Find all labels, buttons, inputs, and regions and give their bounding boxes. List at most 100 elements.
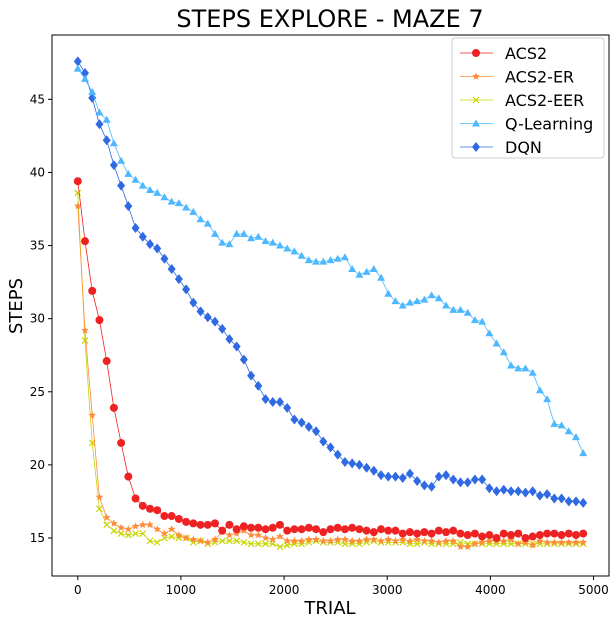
data-point-acs2-er: [305, 535, 313, 543]
data-point-acs2-er: [543, 538, 551, 546]
data-point-acs2-eer: [298, 540, 306, 548]
data-point-acs2-eer: [399, 538, 407, 546]
data-point-q-learning: [109, 139, 118, 147]
data-point-acs2: [131, 494, 140, 503]
data-point-q-learning: [420, 295, 429, 303]
data-point-acs2: [463, 531, 472, 540]
data-point-q-learning: [333, 254, 342, 262]
data-point-acs2-er: [420, 536, 429, 545]
data-point-acs2: [427, 529, 436, 538]
data-point-acs2: [391, 526, 400, 535]
data-point-acs2-er: [341, 535, 349, 543]
data-point-q-learning: [95, 108, 104, 116]
legend-label-dqn: DQN: [505, 138, 542, 157]
data-point-acs2-er: [153, 525, 161, 533]
data-point-dqn: [405, 468, 414, 479]
data-point-q-learning: [550, 419, 559, 427]
data-point-dqn: [117, 180, 126, 191]
data-point-acs2-eer: [276, 543, 284, 551]
data-point-q-learning: [579, 449, 588, 457]
data-point-acs2: [384, 526, 393, 535]
data-point-q-learning: [369, 264, 378, 272]
data-point-acs2-er: [398, 535, 407, 543]
x-tick-label: 3000: [372, 583, 403, 597]
data-point-acs2: [326, 525, 335, 534]
data-point-q-learning: [405, 298, 414, 306]
data-point-acs2: [247, 523, 256, 532]
x-tick-label: 5000: [578, 583, 609, 597]
data-point-dqn: [434, 471, 443, 482]
data-point-q-learning: [543, 395, 552, 403]
data-point-acs2: [535, 531, 544, 540]
data-point-acs2: [225, 520, 234, 529]
data-point-q-learning: [254, 232, 263, 240]
data-point-acs2-eer: [363, 538, 371, 546]
data-point-acs2-er: [124, 525, 133, 533]
data-point-acs2-eer: [168, 533, 176, 540]
data-point-acs2-eer: [262, 540, 269, 548]
data-point-acs2: [145, 504, 154, 513]
data-point-dqn: [88, 92, 97, 103]
data-point-acs2: [109, 403, 118, 412]
data-point-acs2: [369, 528, 378, 537]
data-point-dqn: [290, 414, 299, 425]
data-point-acs2-er: [565, 538, 573, 546]
data-point-acs2-eer: [96, 505, 103, 513]
data-point-dqn: [557, 493, 566, 504]
y-tick-label: 45: [30, 92, 45, 106]
data-point-dqn: [340, 456, 349, 467]
data-point-q-learning: [268, 238, 277, 246]
data-point-dqn: [377, 470, 386, 481]
data-point-dqn: [109, 160, 118, 171]
data-point-acs2-er: [290, 536, 299, 545]
data-point-acs2-er: [427, 536, 436, 545]
data-point-q-learning: [160, 193, 169, 201]
data-point-q-learning: [304, 256, 313, 264]
data-point-q-learning: [449, 305, 458, 313]
data-point-acs2: [174, 514, 183, 523]
data-point-acs2-er: [102, 513, 111, 521]
data-point-acs2-er: [442, 536, 450, 545]
data-point-q-learning: [218, 238, 227, 246]
data-point-acs2-eer: [442, 540, 450, 548]
data-point-q-learning: [261, 237, 270, 245]
data-point-acs2: [362, 526, 371, 535]
data-point-acs2-eer: [449, 540, 457, 548]
data-point-acs2: [319, 528, 328, 537]
data-point-acs2-er: [182, 534, 190, 542]
data-point-acs2: [95, 316, 104, 325]
data-point-acs2-er: [297, 536, 306, 545]
data-point-dqn: [449, 474, 458, 485]
data-point-acs2-eer: [254, 540, 262, 548]
data-point-dqn: [442, 470, 451, 481]
data-point-acs2-eer: [348, 540, 356, 548]
legend-marker-acs2-er: [472, 72, 480, 80]
data-point-dqn: [283, 402, 292, 413]
data-point-q-learning: [239, 229, 248, 237]
data-point-acs2: [333, 523, 342, 532]
data-point-acs2: [283, 526, 292, 535]
data-point-acs2-er: [225, 531, 234, 539]
data-point-acs2: [124, 472, 133, 481]
data-point-acs2-er: [478, 538, 486, 546]
data-point-dqn: [153, 243, 162, 254]
data-point-acs2-er: [247, 531, 255, 539]
data-point-dqn: [189, 297, 198, 308]
data-point-acs2: [88, 286, 97, 295]
data-point-q-learning: [297, 251, 306, 259]
data-point-q-learning: [88, 88, 97, 96]
data-point-dqn: [261, 394, 270, 405]
data-point-acs2: [182, 517, 191, 526]
data-point-acs2: [261, 525, 270, 534]
data-point-acs2-eer: [355, 540, 363, 548]
data-point-q-learning: [434, 294, 443, 302]
x-axis-label: TRIAL: [303, 598, 355, 619]
data-point-dqn: [95, 119, 104, 130]
legend-label-acs2-er: ACS2-ER: [505, 68, 574, 87]
data-point-acs2-er: [333, 535, 342, 543]
data-point-acs2-eer: [457, 538, 464, 546]
data-point-q-learning: [514, 364, 523, 372]
data-point-acs2: [239, 522, 248, 531]
data-point-q-learning: [340, 253, 349, 261]
data-point-acs2-er: [276, 532, 284, 540]
